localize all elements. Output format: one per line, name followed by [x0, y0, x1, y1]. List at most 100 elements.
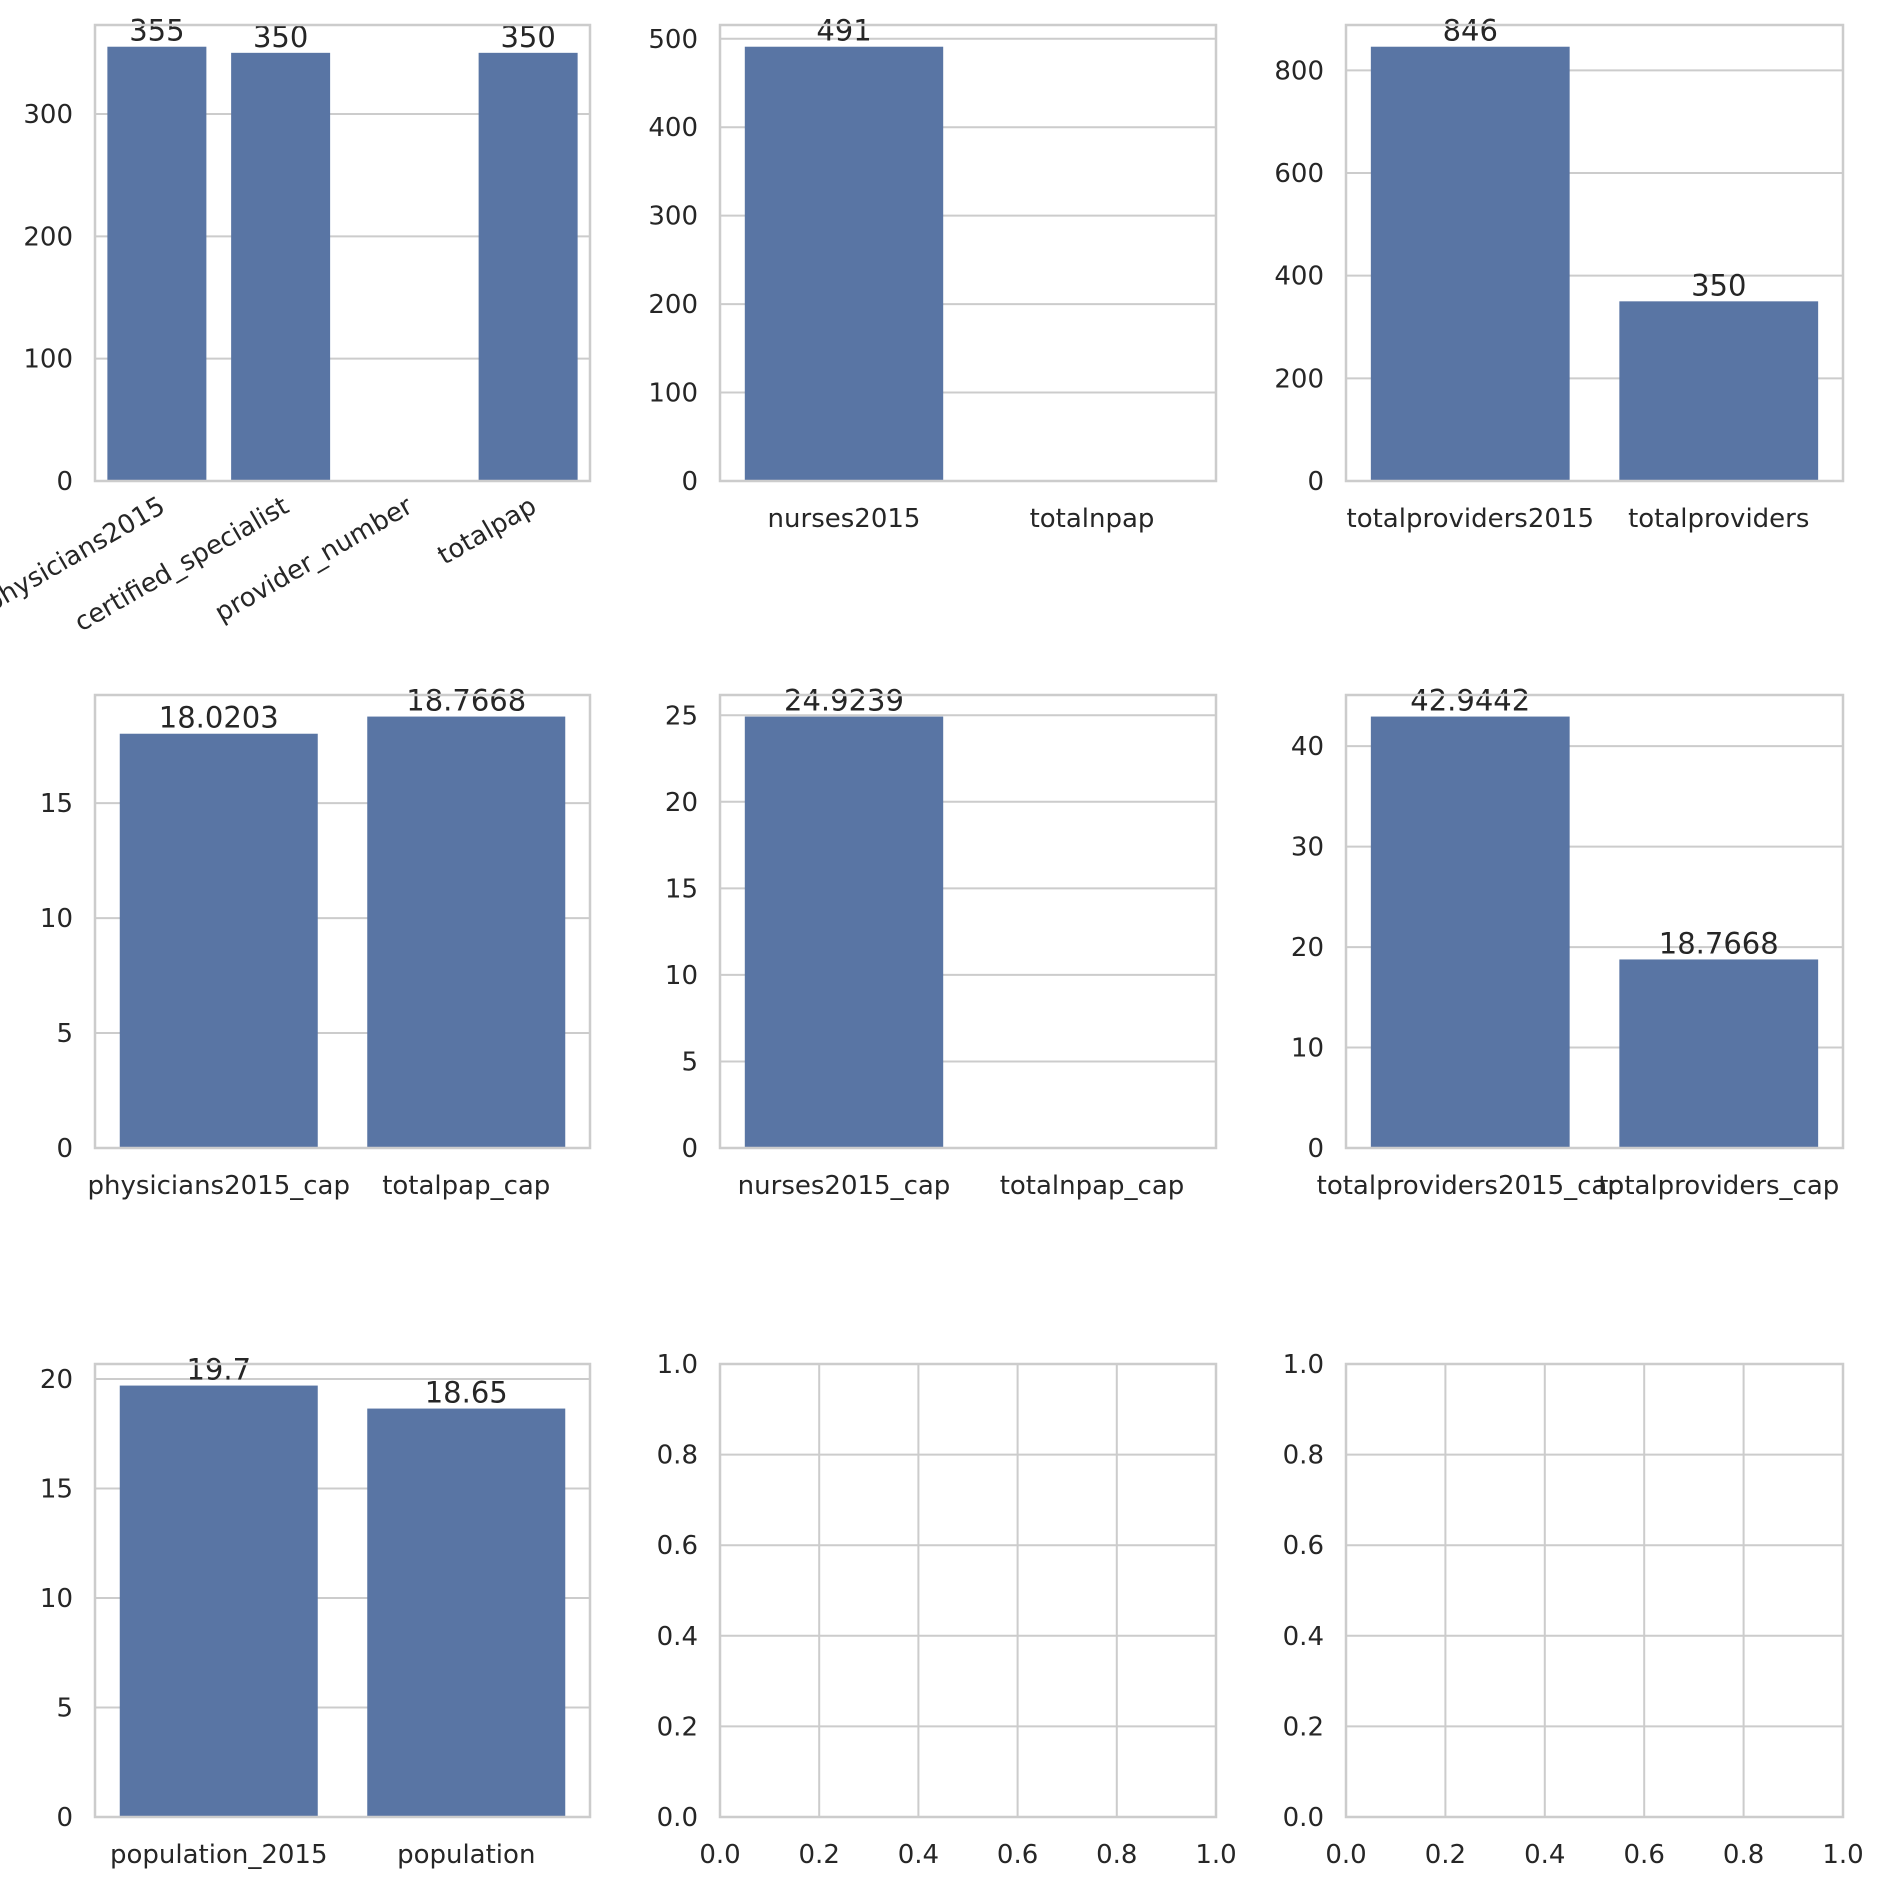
- bar-totalproviders: [1619, 301, 1819, 481]
- bar-totalproviders2015_cap: [1370, 716, 1570, 1148]
- x-tick-label: 0.4: [1524, 1840, 1565, 1870]
- x-tick-label: totalnpap_cap: [1000, 1171, 1185, 1201]
- bar-value-label: 24.9239: [784, 684, 904, 718]
- y-tick-label: 100: [648, 379, 698, 409]
- bar-value-label: 42.9442: [1410, 684, 1530, 718]
- axes-frame: [1344, 1362, 1845, 1819]
- bar-value-label: 355: [129, 14, 184, 48]
- subplot-6: 0 10 20 30 40 42.9442 totalproviders2015_cap 18…: [1291, 684, 1845, 1201]
- y-tick-label: 10: [665, 961, 698, 991]
- bar-nurses2015: [744, 46, 944, 481]
- y-tick-label: 0.4: [657, 1622, 698, 1652]
- y-tick-label: 800: [1274, 56, 1324, 86]
- x-tick-label: totalpap: [433, 491, 542, 571]
- y-tick-label: 400: [648, 113, 698, 143]
- bar-value-label: 18.65: [425, 1376, 508, 1410]
- x-tick-label: totalproviders2015_cap: [1317, 1171, 1624, 1201]
- bar-physicians2015: [107, 46, 207, 481]
- y-tick-label: 0: [1307, 467, 1324, 497]
- y-tick-label: 400: [1274, 262, 1324, 292]
- y-tick-label: 5: [681, 1047, 698, 1077]
- y-tick-label: 0.6: [1283, 1531, 1324, 1561]
- bar-totalproviders_cap: [1619, 959, 1819, 1148]
- subplot-3: 0 200 400 600 800 846 totalproviders2015 350 tot…: [1274, 14, 1845, 534]
- x-tick-label: totalproviders_cap: [1598, 1171, 1839, 1201]
- y-tick-label: 10: [40, 904, 73, 934]
- y-tick-label: 100: [23, 345, 73, 375]
- y-tick-label: 0.2: [657, 1712, 698, 1742]
- x-tick-label: 0.4: [898, 1840, 939, 1870]
- y-tick-label: 0.8: [1283, 1441, 1324, 1471]
- y-tick-label: 0: [681, 467, 698, 497]
- y-tick-label: 0: [681, 1134, 698, 1164]
- axes-frame: [718, 693, 1218, 1150]
- bar-value-label: 18.7668: [406, 684, 526, 718]
- y-tick-label: 0.0: [1283, 1803, 1324, 1833]
- y-tick-label: 10: [40, 1584, 73, 1614]
- axes-frame: [1344, 23, 1845, 483]
- y-tick-label: 20: [665, 788, 698, 818]
- x-tick-label: 0.8: [1096, 1840, 1137, 1870]
- y-tick-label: 0.0: [657, 1803, 698, 1833]
- y-tick-label: 20: [1291, 933, 1324, 963]
- y-tick-label: 15: [40, 1475, 73, 1505]
- bar-totalproviders2015: [1370, 46, 1570, 481]
- y-tick-label: 1.0: [1283, 1350, 1324, 1380]
- y-tick-label: 0: [56, 467, 73, 497]
- y-tick-label: 0: [1307, 1134, 1324, 1164]
- y-tick-label: 30: [1291, 833, 1324, 863]
- x-tick-label: provider_number: [210, 491, 418, 629]
- y-tick-label: 0: [56, 1134, 73, 1164]
- y-tick-label: 200: [1274, 364, 1324, 394]
- bar-population_2015: [119, 1385, 318, 1817]
- axes-frame: [718, 1362, 1218, 1819]
- bar-value-label: 846: [1443, 14, 1498, 48]
- bar-certified_specialist: [231, 52, 331, 481]
- y-tick-label: 15: [40, 789, 73, 819]
- x-tick-label: totalproviders2015: [1347, 504, 1595, 534]
- axes-frame: [93, 23, 592, 483]
- y-tick-label: 600: [1274, 159, 1324, 189]
- bar-value-label: 19.7: [186, 1353, 251, 1387]
- x-tick-label: nurses2015: [768, 504, 921, 534]
- bar-value-label: 18.7668: [1659, 926, 1779, 960]
- subplot-1: 0100200300355physicians2015350certified_…: [0, 14, 592, 638]
- x-tick-label: 1.0: [1195, 1840, 1236, 1870]
- subplot-4: 0 5 10 15 18.0203 physicians2015_cap 18.7668 to…: [40, 684, 592, 1201]
- subplot-7: 0 5 10 15 20 19.7 population_2015 18.65 populati…: [40, 1353, 592, 1870]
- axes-frame: [93, 693, 592, 1150]
- bar-totalpap_cap: [367, 716, 566, 1148]
- x-tick-label: totalnpap: [1030, 504, 1155, 534]
- x-tick-label: 0.0: [1325, 1840, 1366, 1870]
- y-tick-label: 1.0: [657, 1350, 698, 1380]
- y-tick-label: 5: [56, 1019, 73, 1049]
- y-tick-label: 0.2: [1283, 1712, 1324, 1742]
- y-tick-label: 200: [23, 222, 73, 252]
- subplot-2: 0 100 200 300 400 500 491 nurses2015 totalnpap: [648, 14, 1218, 534]
- bar-value-label: 350: [1691, 268, 1746, 302]
- subplot-9: 0.0 0.2 0.4 0.6 0.8 1.0 0.0 0.2 0.4 0.6 0.8 1.0: [1283, 1350, 1864, 1870]
- y-tick-label: 300: [648, 202, 698, 232]
- x-tick-label: 0.8: [1723, 1840, 1764, 1870]
- x-tick-label: population_2015: [110, 1840, 328, 1870]
- bar-population: [367, 1408, 566, 1817]
- x-tick-label: 0.0: [699, 1840, 740, 1870]
- x-tick-label: 0.6: [1624, 1840, 1665, 1870]
- x-tick-label: 0.2: [1425, 1840, 1466, 1870]
- axes-frame: [718, 23, 1218, 483]
- y-tick-label: 500: [648, 25, 698, 55]
- y-tick-label: 0: [56, 1803, 73, 1833]
- y-tick-label: 0.6: [657, 1531, 698, 1561]
- y-tick-label: 5: [56, 1694, 73, 1724]
- y-tick-label: 15: [665, 874, 698, 904]
- y-tick-label: 10: [1291, 1034, 1324, 1064]
- bar-nurses2015_cap: [744, 716, 944, 1148]
- y-tick-label: 0.4: [1283, 1622, 1324, 1652]
- bar-totalpap: [478, 52, 578, 481]
- x-tick-label: certified_specialist: [70, 491, 295, 638]
- x-tick-label: physicians2015_cap: [87, 1171, 350, 1201]
- y-tick-label: 25: [665, 701, 698, 731]
- y-tick-label: 200: [648, 290, 698, 320]
- x-tick-label: nurses2015_cap: [738, 1171, 951, 1201]
